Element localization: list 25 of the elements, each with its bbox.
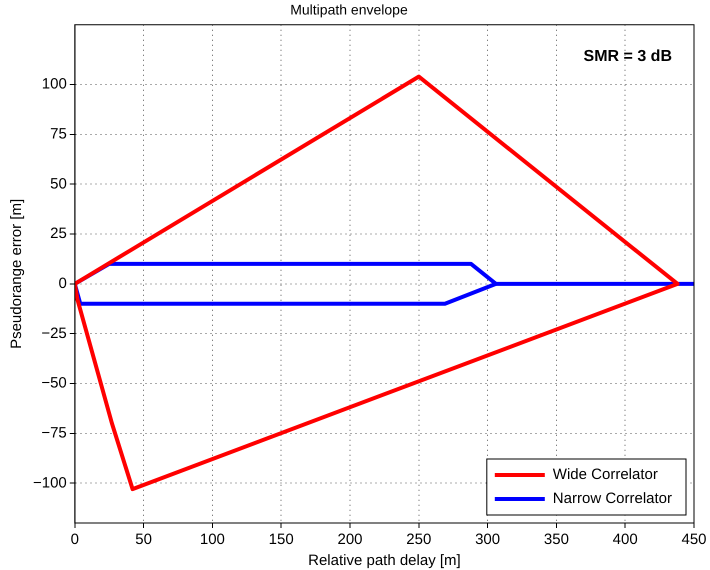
y-tick-label: 50 <box>50 175 67 192</box>
y-tick-label: −50 <box>41 374 67 392</box>
y-tick-label: 100 <box>42 76 67 93</box>
x-axis-title: Relative path delay [m] <box>308 552 461 570</box>
x-tick-label: 100 <box>200 531 225 548</box>
y-tick-label: −100 <box>32 474 67 492</box>
x-tick-label: 300 <box>475 531 500 548</box>
x-tick-label: 200 <box>337 531 363 548</box>
y-tick-label: 0 <box>58 275 67 292</box>
y-tick-label: −25 <box>41 324 67 342</box>
y-tick-label: −75 <box>41 424 67 442</box>
x-tick-label: 400 <box>612 531 638 548</box>
y-tick-label: 75 <box>50 126 67 143</box>
x-tick-label: 50 <box>135 531 152 548</box>
x-tick-label: 250 <box>406 531 432 548</box>
x-tick-label: 0 <box>70 531 79 548</box>
y-tick-label: 25 <box>50 225 67 242</box>
x-tick-label: 450 <box>681 531 707 548</box>
legend-label: Narrow Correlator <box>552 490 672 508</box>
y-axis-title: Pseudorange error [m] <box>8 198 26 349</box>
annotation: SMR = 3 dB <box>584 48 672 66</box>
legend-label: Wide Correlator <box>552 466 658 484</box>
chart-title: Multipath envelope <box>290 1 408 18</box>
x-tick-label: 350 <box>544 531 569 548</box>
x-tick-label: 150 <box>268 531 294 548</box>
